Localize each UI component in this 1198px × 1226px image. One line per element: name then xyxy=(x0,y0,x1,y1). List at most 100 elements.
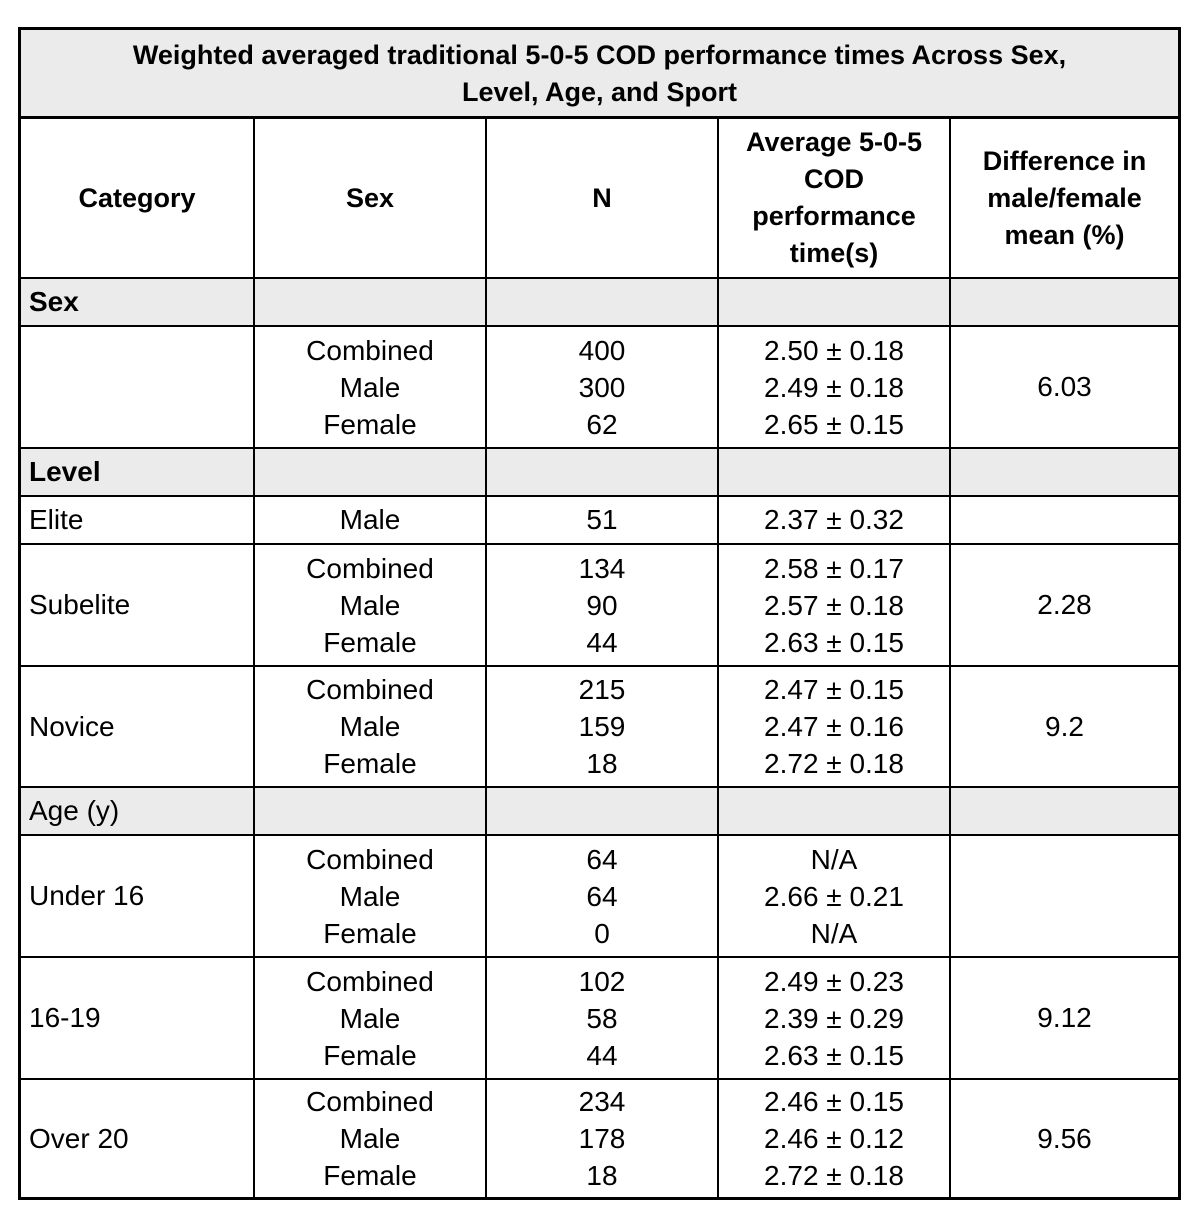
row-difference-text: 2.28 xyxy=(1037,589,1092,620)
row-sex: Combined Male Female xyxy=(255,667,485,786)
row-difference: 9.12 xyxy=(951,958,1178,1078)
row-difference-text: 9.12 xyxy=(1037,1002,1092,1033)
table-frame: Weighted averaged traditional 5-0-5 COD … xyxy=(18,27,1181,1200)
row-divider xyxy=(21,325,1178,327)
row-n-text: 51 xyxy=(586,504,618,535)
column-divider xyxy=(717,118,719,1197)
row-average-text: 2.37 ± 0.32 xyxy=(764,504,904,535)
row-category xyxy=(21,327,253,447)
row-category-text: Over 20 xyxy=(29,1122,129,1154)
row-n-text: 102 58 44 xyxy=(578,965,626,1071)
row-difference xyxy=(951,497,1178,543)
header-difference-text: Difference in male/female mean (%) xyxy=(982,145,1147,250)
row-divider xyxy=(21,495,1178,497)
row-n: 51 xyxy=(487,497,717,543)
row-n: 400 300 62 xyxy=(487,327,717,447)
row-category-text: Under 16 xyxy=(29,880,145,911)
row-category-text: Subelite xyxy=(29,589,131,620)
row-sex-text: Combined Male Female xyxy=(306,334,434,440)
row-difference-text: 9.56 xyxy=(1037,1122,1092,1154)
row-n: 102 58 44 xyxy=(487,958,717,1078)
header-difference: Difference in male/female mean (%) xyxy=(951,119,1178,277)
header-category: Category xyxy=(21,119,253,277)
row-average-text: 2.49 ± 0.23 2.39 ± 0.29 2.63 ± 0.15 xyxy=(764,965,904,1071)
row-category: Subelite xyxy=(21,545,253,665)
row-average: 2.47 ± 0.15 2.47 ± 0.16 2.72 ± 0.18 xyxy=(719,667,949,786)
section-row-shade-sex xyxy=(21,279,1178,326)
header-divider xyxy=(21,277,1178,279)
row-category-text: Elite xyxy=(29,504,84,535)
row-category-text: Novice xyxy=(29,710,115,742)
row-n-text: 64 64 0 xyxy=(586,843,618,949)
row-difference-text: 6.03 xyxy=(1037,371,1092,402)
header-n-text: N xyxy=(592,182,612,213)
row-n-text: 234 178 18 xyxy=(578,1086,626,1191)
column-divider xyxy=(949,118,951,1197)
header-category-text: Category xyxy=(78,182,196,213)
row-sex-text: Combined Male Female xyxy=(306,552,434,658)
row-divider xyxy=(21,834,1178,836)
row-sex: Combined Male Female xyxy=(255,545,485,665)
row-sex: Combined Male Female xyxy=(255,836,485,956)
column-divider xyxy=(485,118,487,1197)
row-category-text: 16-19 xyxy=(29,1002,101,1033)
row-n-text: 215 159 18 xyxy=(578,674,626,779)
row-difference: 9.2 xyxy=(951,667,1178,786)
row-average: 2.49 ± 0.23 2.39 ± 0.29 2.63 ± 0.15 xyxy=(719,958,949,1078)
row-n: 234 178 18 xyxy=(487,1080,717,1197)
row-difference: 6.03 xyxy=(951,327,1178,447)
row-sex-text: Combined Male Female xyxy=(306,843,434,949)
row-n-text: 400 300 62 xyxy=(578,334,626,440)
row-n: 134 90 44 xyxy=(487,545,717,665)
row-difference-text: 9.2 xyxy=(1045,710,1084,742)
header-average-time: Average 5-0-5 COD performance time(s) xyxy=(719,119,949,277)
row-sex: Combined Male Female xyxy=(255,327,485,447)
row-category: Novice xyxy=(21,667,253,786)
row-sex: Combined Male Female xyxy=(255,958,485,1078)
row-average: 2.58 ± 0.17 2.57 ± 0.18 2.63 ± 0.15 xyxy=(719,545,949,665)
section-label-sex: Sex xyxy=(21,279,253,325)
header-average-time-text: Average 5-0-5 COD performance time(s) xyxy=(745,127,923,268)
row-average-text: 2.47 ± 0.15 2.47 ± 0.16 2.72 ± 0.18 xyxy=(764,674,904,779)
title-divider xyxy=(21,116,1178,119)
section-label-age-text: Age (y) xyxy=(29,795,120,826)
table-title-text: Weighted averaged traditional 5-0-5 COD … xyxy=(132,40,1067,107)
row-divider xyxy=(21,447,1178,449)
section-row-shade-age xyxy=(21,788,1178,835)
row-average-text: 2.46 ± 0.15 2.46 ± 0.12 2.72 ± 0.18 xyxy=(764,1086,904,1191)
section-label-sex-text: Sex xyxy=(29,286,79,317)
row-divider xyxy=(21,665,1178,667)
section-label-age: Age (y) xyxy=(21,788,253,834)
row-divider xyxy=(21,1078,1178,1080)
row-sex-text: Combined Male Female xyxy=(306,674,434,779)
row-average: 2.46 ± 0.15 2.46 ± 0.12 2.72 ± 0.18 xyxy=(719,1080,949,1197)
row-average-text: 2.58 ± 0.17 2.57 ± 0.18 2.63 ± 0.15 xyxy=(764,552,904,658)
column-divider xyxy=(253,118,255,1197)
row-sex-text: Male xyxy=(339,504,401,535)
header-sex-text: Sex xyxy=(345,182,395,213)
row-average: 2.50 ± 0.18 2.49 ± 0.18 2.65 ± 0.15 xyxy=(719,327,949,447)
header-n: N xyxy=(487,119,717,277)
row-divider xyxy=(21,786,1178,788)
row-difference xyxy=(951,836,1178,956)
row-sex-text: Combined Male Female xyxy=(306,1086,434,1191)
row-category: Under 16 xyxy=(21,836,253,956)
section-row-shade-level xyxy=(21,449,1178,496)
row-category: Over 20 xyxy=(21,1080,253,1197)
row-divider xyxy=(21,543,1178,545)
row-category: 16-19 xyxy=(21,958,253,1078)
row-sex: Male xyxy=(255,497,485,543)
row-divider xyxy=(21,956,1178,958)
section-label-level-text: Level xyxy=(29,456,101,487)
row-category: Elite xyxy=(21,497,253,543)
row-n-text: 134 90 44 xyxy=(578,552,626,658)
row-average-text: N/A 2.66 ± 0.21 N/A xyxy=(764,843,904,949)
row-n: 215 159 18 xyxy=(487,667,717,786)
table-title: Weighted averaged traditional 5-0-5 COD … xyxy=(21,30,1178,118)
row-difference: 2.28 xyxy=(951,545,1178,665)
row-average-text: 2.50 ± 0.18 2.49 ± 0.18 2.65 ± 0.15 xyxy=(764,334,904,440)
row-n: 64 64 0 xyxy=(487,836,717,956)
row-sex: Combined Male Female xyxy=(255,1080,485,1197)
row-average: N/A 2.66 ± 0.21 N/A xyxy=(719,836,949,956)
row-average: 2.37 ± 0.32 xyxy=(719,497,949,543)
